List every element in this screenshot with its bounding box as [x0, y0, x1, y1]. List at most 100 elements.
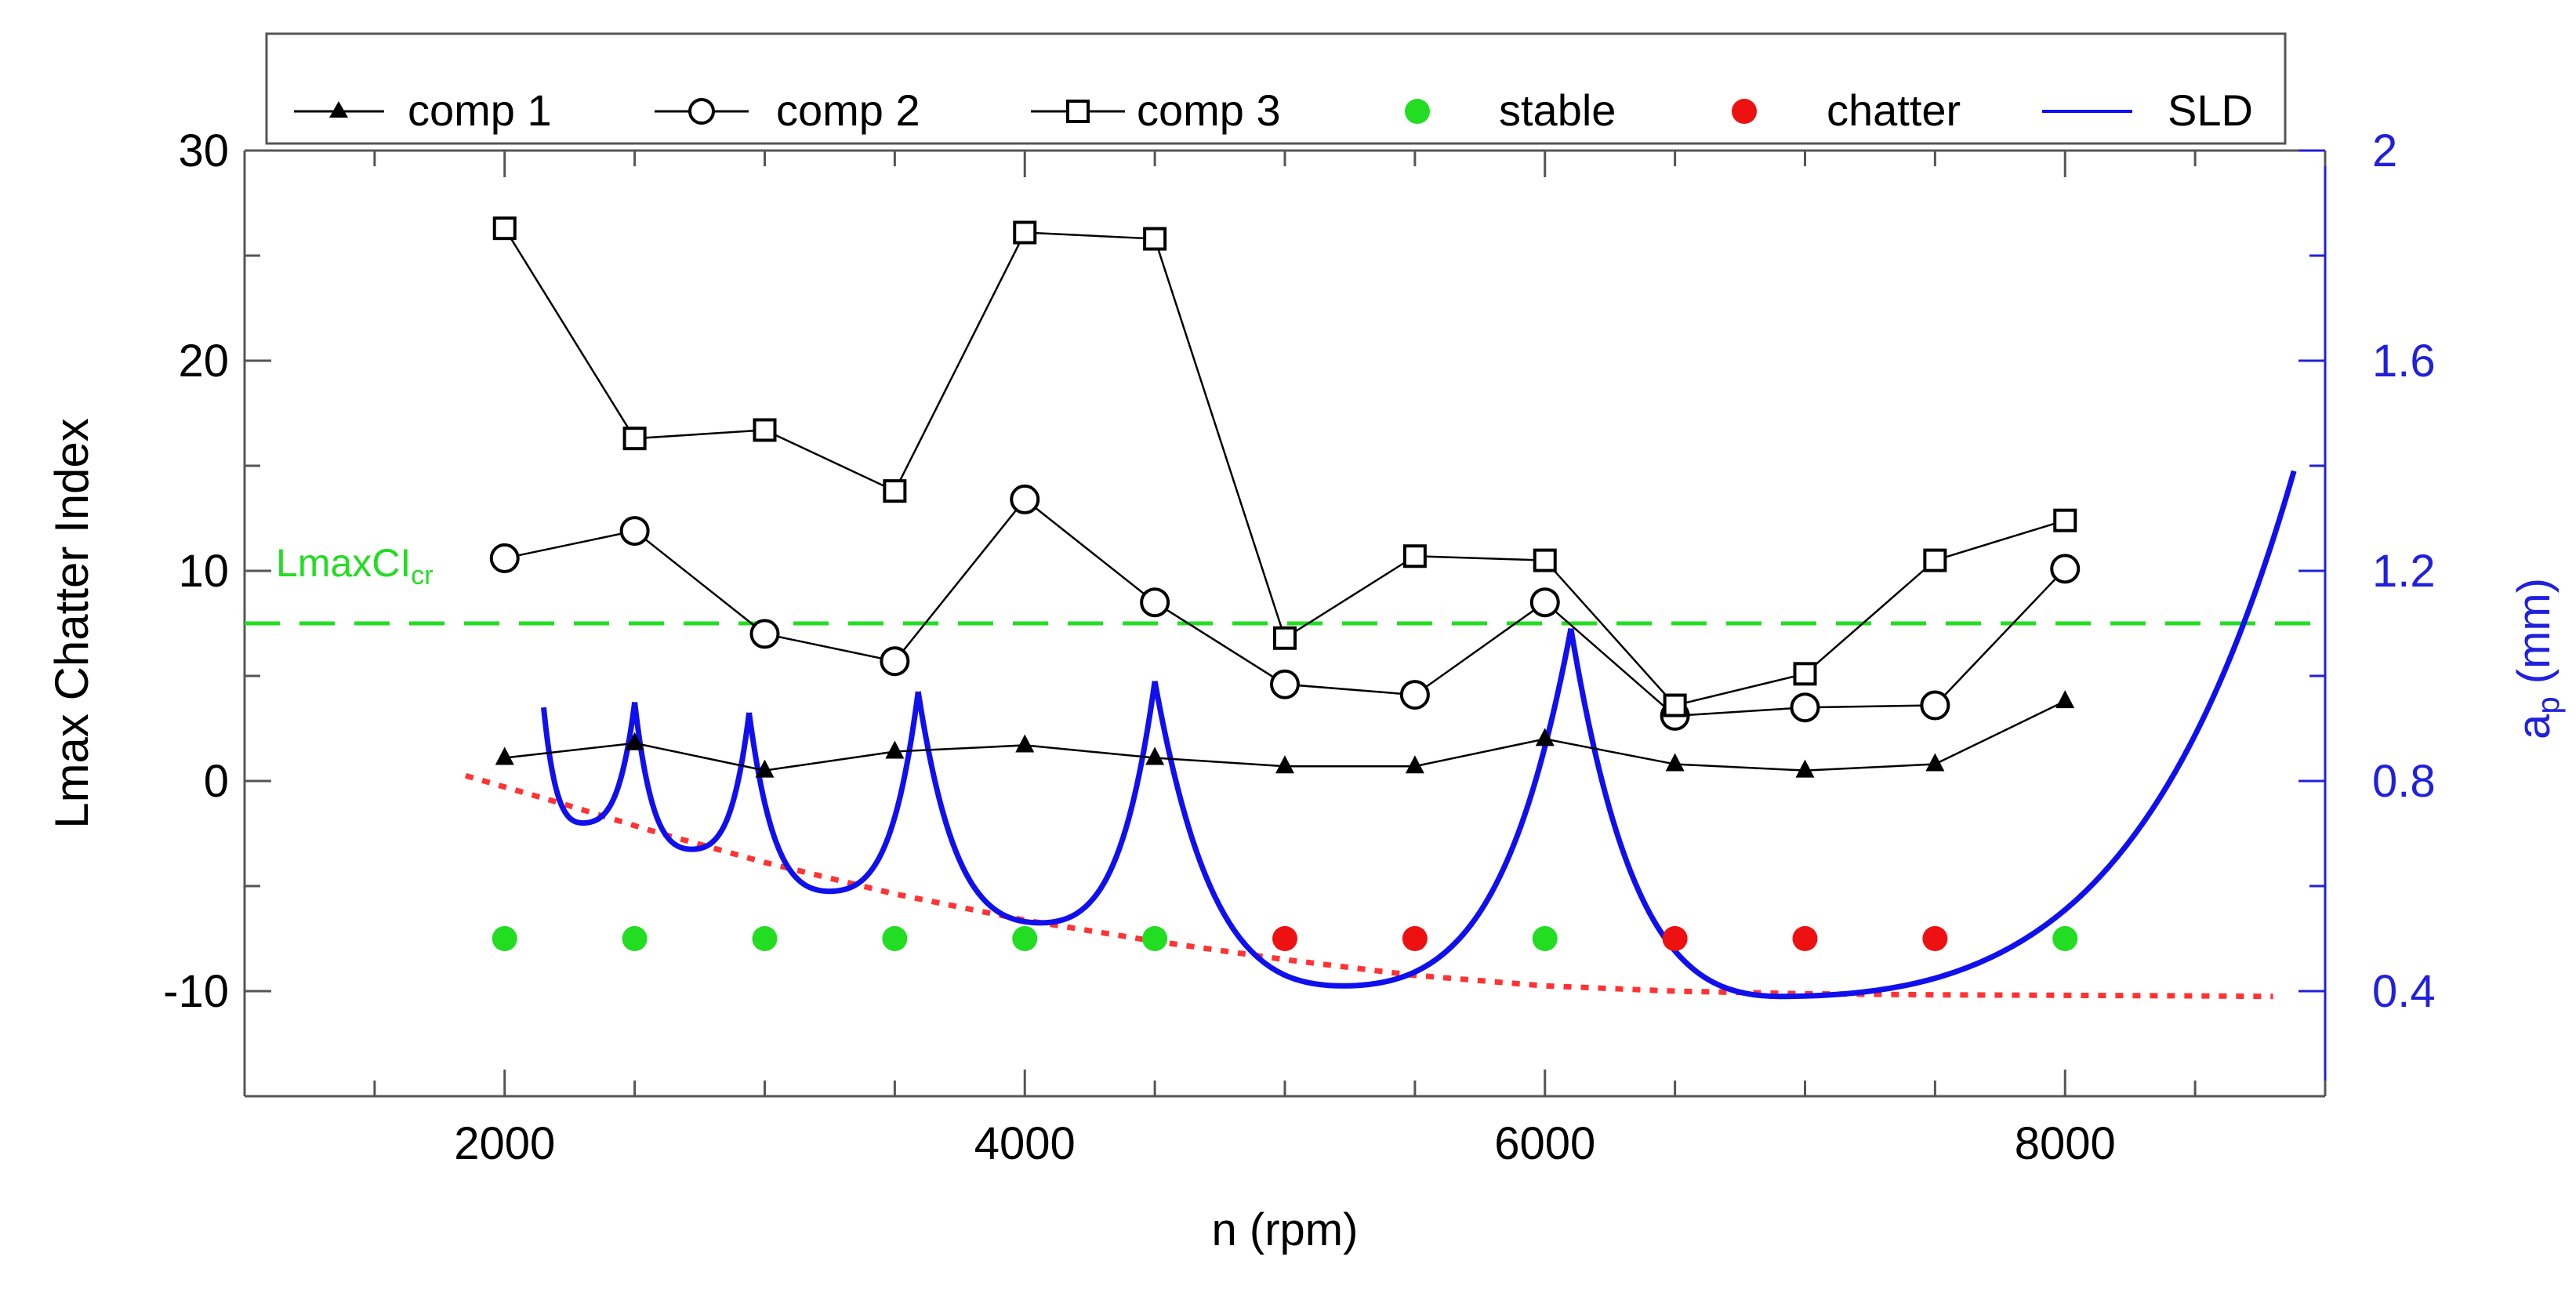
legend-entry-comp3: comp 3	[1031, 85, 1281, 135]
y2-axis-title-sub: p	[2531, 696, 2566, 714]
y2-axis-title-main: a	[2509, 714, 2560, 739]
point-comp-3	[1923, 548, 1947, 572]
x-axis-title: n (rpm)	[1212, 1204, 1359, 1255]
point-comp-3	[1663, 693, 1687, 717]
chatter-point	[1272, 926, 1297, 951]
point-comp-1	[2055, 690, 2075, 709]
stable-point	[622, 926, 648, 951]
point-comp-2	[1270, 669, 1300, 699]
triangle-marker-icon	[329, 101, 348, 118]
sld-lobe-6	[1568, 470, 2297, 1000]
legend-label-comp2: comp 2	[776, 85, 920, 135]
y2-axis-title: ap (mm)	[2509, 578, 2566, 739]
y2-tick-label: 1.2	[2372, 546, 2436, 597]
y2-tick-label: 0.8	[2372, 756, 2436, 807]
point-comp-1	[1405, 755, 1424, 774]
sld-lobe-1	[541, 702, 638, 826]
point-comp-2	[1790, 692, 1820, 723]
point-comp-2	[1140, 587, 1170, 618]
point-comp-3	[2053, 508, 2077, 532]
point-comp-3	[1143, 227, 1167, 251]
point-comp-3	[622, 427, 647, 451]
chatter-point	[1662, 926, 1688, 951]
legend-label-comp1: comp 1	[408, 85, 552, 135]
axis-tick-labels: 2000 4000 6000 8000 -10 0 10 20 30 0.4 0.8 1.2 1.6 2	[163, 125, 2435, 1169]
square-marker-icon	[1066, 100, 1090, 123]
point-comp-1	[1275, 755, 1294, 774]
sld-curve	[541, 470, 2297, 1000]
x-tick-label: 8000	[2015, 1118, 2116, 1169]
point-comp-3	[1533, 548, 1557, 572]
legend: comp 1 comp 2 comp 3 stable chatter SLD	[265, 32, 2287, 145]
y-tick-label: 10	[178, 546, 229, 597]
sld-lobe-3	[746, 691, 921, 895]
point-comp-1	[1925, 753, 1945, 772]
stability-limit-curve	[465, 772, 2273, 1000]
stability-points	[492, 926, 2078, 951]
x-tick-label: 6000	[1494, 1118, 1595, 1169]
point-comp-2	[1529, 587, 1560, 618]
point-comp-1	[625, 732, 644, 750]
point-comp-2	[619, 516, 650, 547]
point-comp-2	[489, 543, 520, 573]
point-comp-1	[885, 740, 905, 759]
chatter-point	[1792, 926, 1818, 951]
circle-marker-icon	[688, 98, 715, 125]
point-comp-1	[1015, 734, 1035, 753]
chatter-dot-icon	[1732, 99, 1757, 124]
point-comp-2	[1920, 690, 1950, 721]
legend-label-chatter: chatter	[1827, 85, 1961, 135]
stable-point	[2052, 926, 2078, 951]
y-tick-label: 20	[178, 336, 229, 387]
legend-label-sld: SLD	[2168, 85, 2253, 135]
sld-lobe-5	[1152, 628, 1574, 989]
point-comp-1	[755, 759, 775, 778]
y-axis-title: Lmax Chatter Index	[45, 418, 98, 829]
y-tick-label: 30	[178, 125, 229, 176]
point-comp-3	[1273, 626, 1297, 650]
sld-lobe-4	[915, 681, 1158, 926]
point-comp-3	[883, 479, 907, 503]
legend-entry-stable: stable	[1405, 85, 1616, 135]
data-series	[489, 216, 2081, 778]
stable-point	[492, 926, 517, 951]
x-tick-label: 2000	[454, 1118, 555, 1169]
legend-entry-sld: SLD	[2042, 85, 2253, 135]
stable-point	[752, 926, 778, 951]
point-comp-1	[495, 746, 514, 765]
legend-entry-comp2: comp 2	[655, 85, 920, 135]
legend-entry-comp1: comp 1	[294, 85, 552, 135]
stable-point	[1532, 926, 1558, 951]
threshold-label-main: LmaxCI	[276, 541, 411, 585]
point-comp-2	[749, 619, 780, 649]
stable-point	[882, 926, 908, 951]
y-tick-label: -10	[163, 966, 229, 1017]
point-comp-2	[880, 646, 910, 677]
y2-tick-label: 2	[2372, 125, 2397, 176]
point-comp-3	[1793, 662, 1817, 686]
axis-ticks	[243, 149, 2327, 1098]
stable-point	[1012, 926, 1038, 951]
sld-lobe-2	[632, 702, 753, 852]
stable-dot-icon	[1405, 99, 1430, 124]
legend-label-comp3: comp 3	[1137, 85, 1281, 135]
y-tick-label: 0	[204, 756, 229, 807]
point-comp-2	[1399, 680, 1430, 710]
stability-limit-line	[465, 772, 2273, 1000]
point-comp-2	[2050, 554, 2081, 584]
point-comp-1	[1145, 746, 1165, 765]
point-comp-1	[1665, 753, 1685, 772]
threshold-label: LmaxCIcr	[276, 541, 434, 590]
legend-label-stable: stable	[1499, 85, 1616, 135]
chatter-point	[1922, 926, 1948, 951]
x-tick-label: 4000	[974, 1118, 1076, 1169]
legend-box	[265, 32, 2287, 145]
point-comp-2	[1010, 484, 1040, 514]
y2-tick-label: 1.6	[2372, 336, 2436, 387]
y2-axis-title-rest: (mm)	[2509, 578, 2560, 696]
legend-entry-chatter: chatter	[1732, 85, 1961, 135]
chatter-point	[1402, 926, 1428, 951]
point-comp-1	[1795, 759, 1815, 778]
point-comp-3	[1402, 544, 1427, 568]
